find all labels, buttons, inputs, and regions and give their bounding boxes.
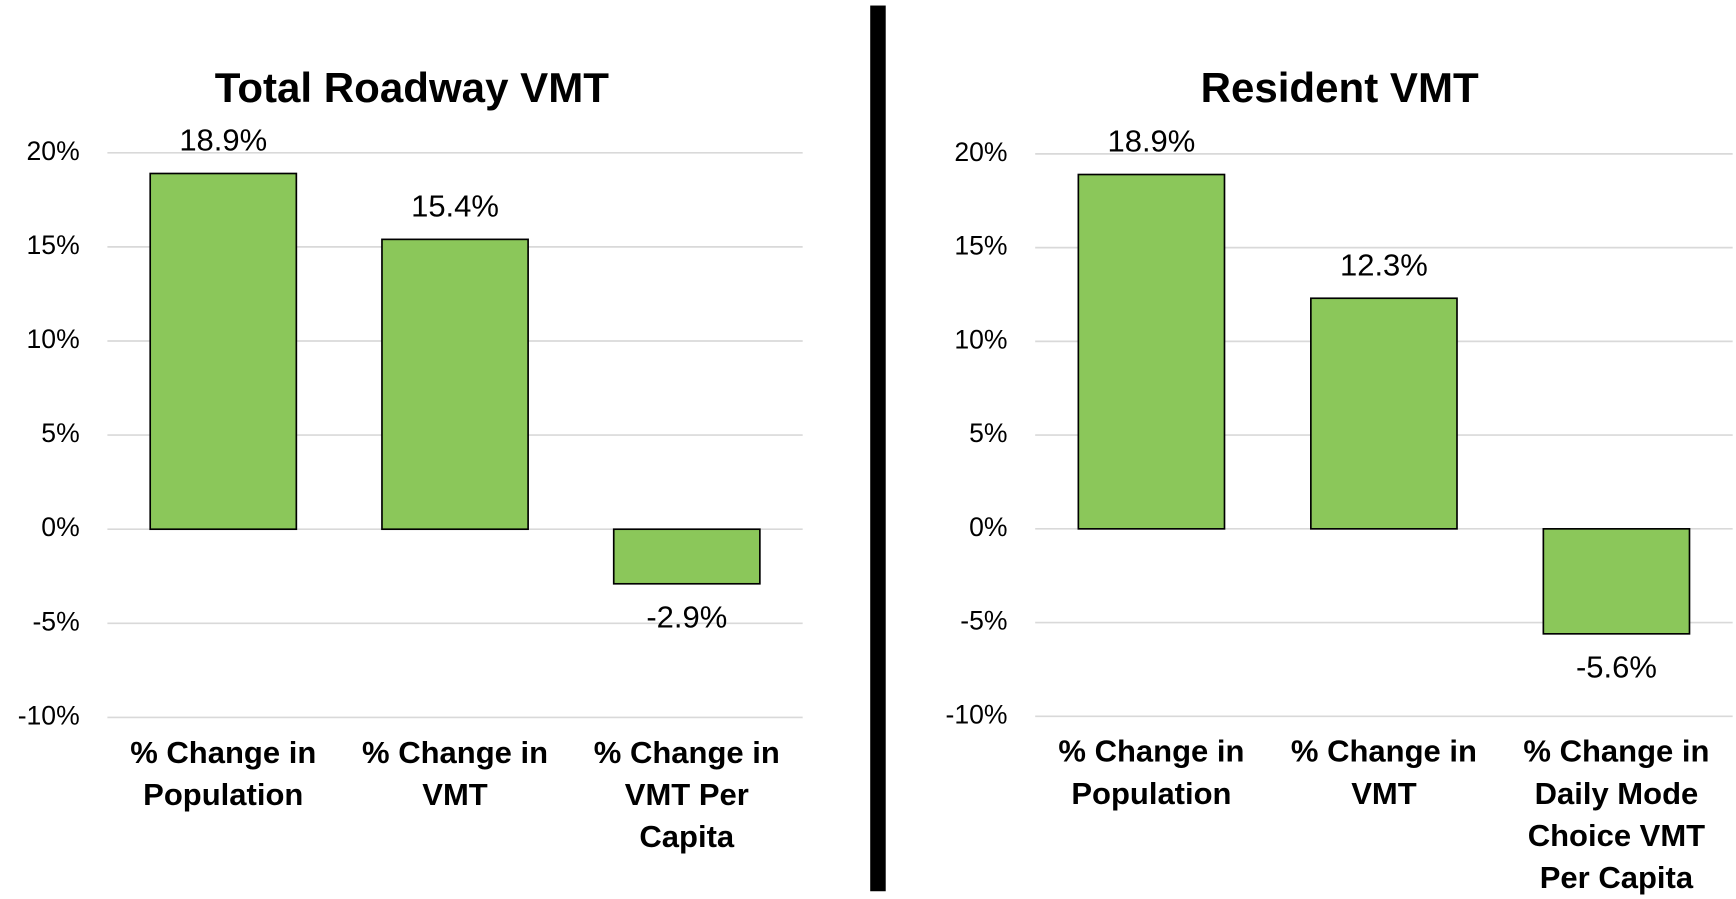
x-tick-label: % Change in Population xyxy=(1058,734,1245,811)
y-tick-label: -5% xyxy=(32,606,79,636)
value-label: 18.9% xyxy=(179,123,267,158)
bar xyxy=(1077,173,1226,530)
value-label: 12.3% xyxy=(1340,247,1428,282)
value-label: -5.6% xyxy=(1576,649,1657,684)
y-tick-label: 20% xyxy=(954,137,1007,167)
x-tick-label: % Change in Daily Mode Choice VMT Per Ca… xyxy=(1523,734,1710,895)
bar xyxy=(1310,297,1458,530)
bar xyxy=(612,528,761,585)
bar xyxy=(1542,528,1691,635)
y-tick-label: 10% xyxy=(954,324,1007,354)
y-tick-label: 5% xyxy=(969,418,1007,448)
y-tick-label: -10% xyxy=(18,700,80,730)
x-tick-label: % Change in Population xyxy=(130,735,317,812)
y-tick-label: 15% xyxy=(954,231,1007,261)
value-label: 15.4% xyxy=(411,189,499,224)
y-tick-label: 0% xyxy=(41,512,79,542)
divider xyxy=(870,5,886,892)
y-tick-label: -10% xyxy=(945,699,1007,729)
x-tick-label: % Change in VMT xyxy=(362,735,549,812)
y-tick-label: 20% xyxy=(27,136,80,166)
y-tick-label: 10% xyxy=(27,324,80,354)
bar xyxy=(149,172,298,531)
bar xyxy=(381,238,529,531)
value-label: 18.9% xyxy=(1107,124,1195,159)
x-tick-label: % Change in VMT xyxy=(1290,734,1477,811)
chart-title: Resident VMT xyxy=(1201,64,1479,111)
y-tick-label: 15% xyxy=(27,230,80,260)
y-tick-label: -5% xyxy=(960,606,1007,636)
chart-title: Total Roadway VMT xyxy=(215,64,609,111)
y-tick-label: 5% xyxy=(41,418,79,448)
y-tick-label: 0% xyxy=(969,512,1007,542)
value-label: -2.9% xyxy=(646,599,727,634)
x-tick-label: % Change in VMT Per Capita xyxy=(593,735,780,854)
